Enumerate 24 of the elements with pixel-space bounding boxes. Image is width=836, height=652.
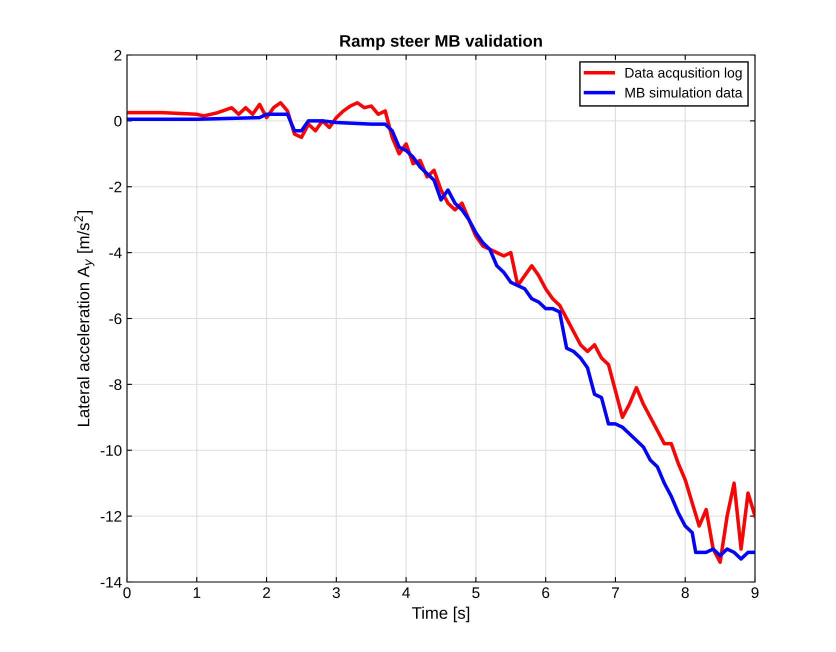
y-axis-title: Lateral acceleration A$_{y}$ [m/s$^{2}$] — [74, 211, 94, 426]
x-tick-label: 4 — [402, 587, 410, 598]
y-tick-label: -4 — [109, 248, 122, 258]
x-tick-label: 0 — [123, 587, 131, 598]
y-tick-label: 2 — [114, 50, 122, 61]
x-axis-title: Time [s] — [412, 606, 470, 622]
y-tick-label: 0 — [114, 116, 122, 127]
y-tick-label: -14 — [100, 577, 122, 588]
x-tick-label: 6 — [542, 587, 550, 598]
x-tick-label: 9 — [751, 587, 759, 598]
y-tick-label: -8 — [109, 379, 122, 390]
y-tick-label: -12 — [100, 510, 122, 522]
y-tick-label: -10 — [100, 445, 122, 456]
x-tick-label: 5 — [472, 587, 480, 598]
y-tick-label: -6 — [109, 313, 122, 324]
legend-label: Data acqusition log — [626, 68, 742, 80]
chart-title: Ramp steer MB validation — [340, 34, 542, 50]
x-tick-label: 1 — [194, 587, 200, 598]
x-tick-label: 8 — [682, 587, 689, 598]
x-tick-label: 7 — [612, 587, 619, 598]
x-tick-label: 3 — [332, 587, 340, 598]
y-tick-label: -2 — [109, 182, 122, 192]
x-tick-label: 2 — [263, 587, 270, 598]
legend-label: MB simulation data — [626, 87, 742, 98]
